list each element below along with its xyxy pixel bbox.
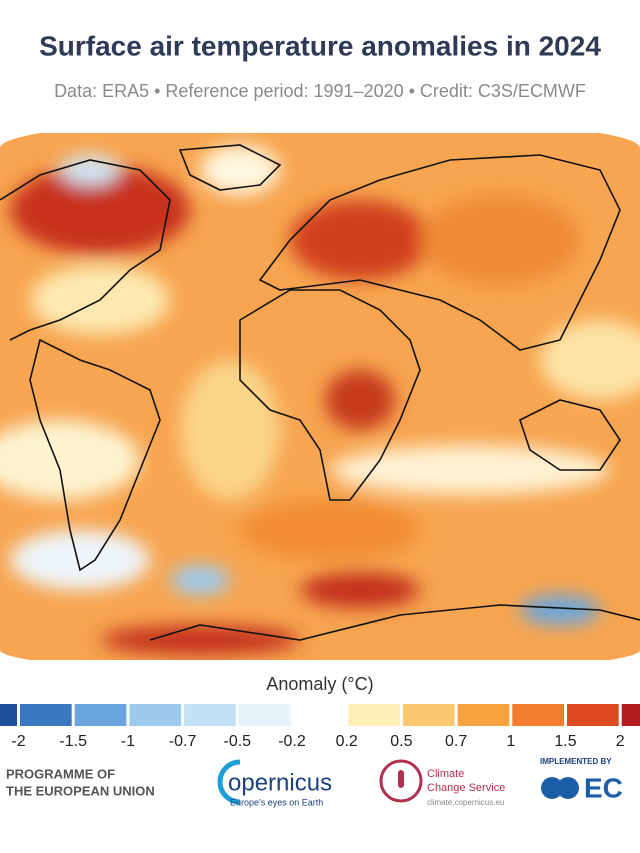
legend-tick-label: 2 <box>616 733 625 750</box>
legend-tick-label: -1.5 <box>59 733 87 750</box>
legend-tick-label: -2 <box>11 733 25 750</box>
color-swatch <box>293 704 346 726</box>
subtitle: Data: ERA5 • Reference period: 1991–2020… <box>54 81 586 101</box>
legend-tick-label: 0.7 <box>445 733 467 750</box>
legend: -2 -1.5 -1 -0.7 -0.5 -0.2 0.2 0.5 0.7 1 1.5 2 <box>0 704 640 750</box>
c3s-thermometer <box>398 770 404 788</box>
eu-text: THE EUROPEAN UNION <box>6 783 155 798</box>
footer: PROGRAMME OF THE EUROPEAN UNION opernicu… <box>6 757 623 807</box>
color-swatch <box>348 704 400 726</box>
ecmwf-caption: IMPLEMENTED BY <box>540 757 612 766</box>
map <box>0 133 640 660</box>
copernicus-tagline: Europe's eyes on Earth <box>230 797 323 807</box>
color-swatch <box>512 704 564 726</box>
copernicus-name: opernicus <box>228 769 332 796</box>
color-swatch <box>184 704 236 726</box>
legend-tick-label: 0.5 <box>390 733 412 750</box>
ecmwf-logo <box>541 777 563 799</box>
color-swatch <box>129 704 182 726</box>
color-swatch <box>20 704 72 726</box>
ecmwf-name: EC <box>584 772 623 803</box>
color-swatch <box>74 704 127 726</box>
color-swatch <box>238 704 291 726</box>
color-swatch <box>402 704 455 726</box>
eu-text: PROGRAMME OF <box>6 766 115 781</box>
legend-tick-label: 0.2 <box>336 733 358 750</box>
c3s-logo <box>379 759 423 803</box>
copernicus-logo <box>217 759 241 805</box>
color-swatch <box>457 704 510 726</box>
legend-tick-label: -0.7 <box>169 733 197 750</box>
ecmwf-logo <box>557 777 579 799</box>
color-swatch <box>567 704 619 726</box>
legend-tick-label: 1 <box>506 733 515 750</box>
legend-tick-label: 1.5 <box>554 733 576 750</box>
title: Surface air temperature anomalies in 202… <box>39 30 601 61</box>
color-swatch <box>621 704 640 726</box>
legend-tick-label: -1 <box>121 733 135 750</box>
color-swatch <box>0 704 17 726</box>
legend-tick-label: -0.2 <box>278 733 306 750</box>
legend-title: Anomaly (°C) <box>266 674 373 694</box>
c3s-name: Change Service <box>427 782 505 794</box>
c3s-name: Climate <box>427 768 464 780</box>
legend-tick-label: -0.5 <box>224 733 252 750</box>
c3s-url: climate.copernicus.eu <box>427 798 504 807</box>
